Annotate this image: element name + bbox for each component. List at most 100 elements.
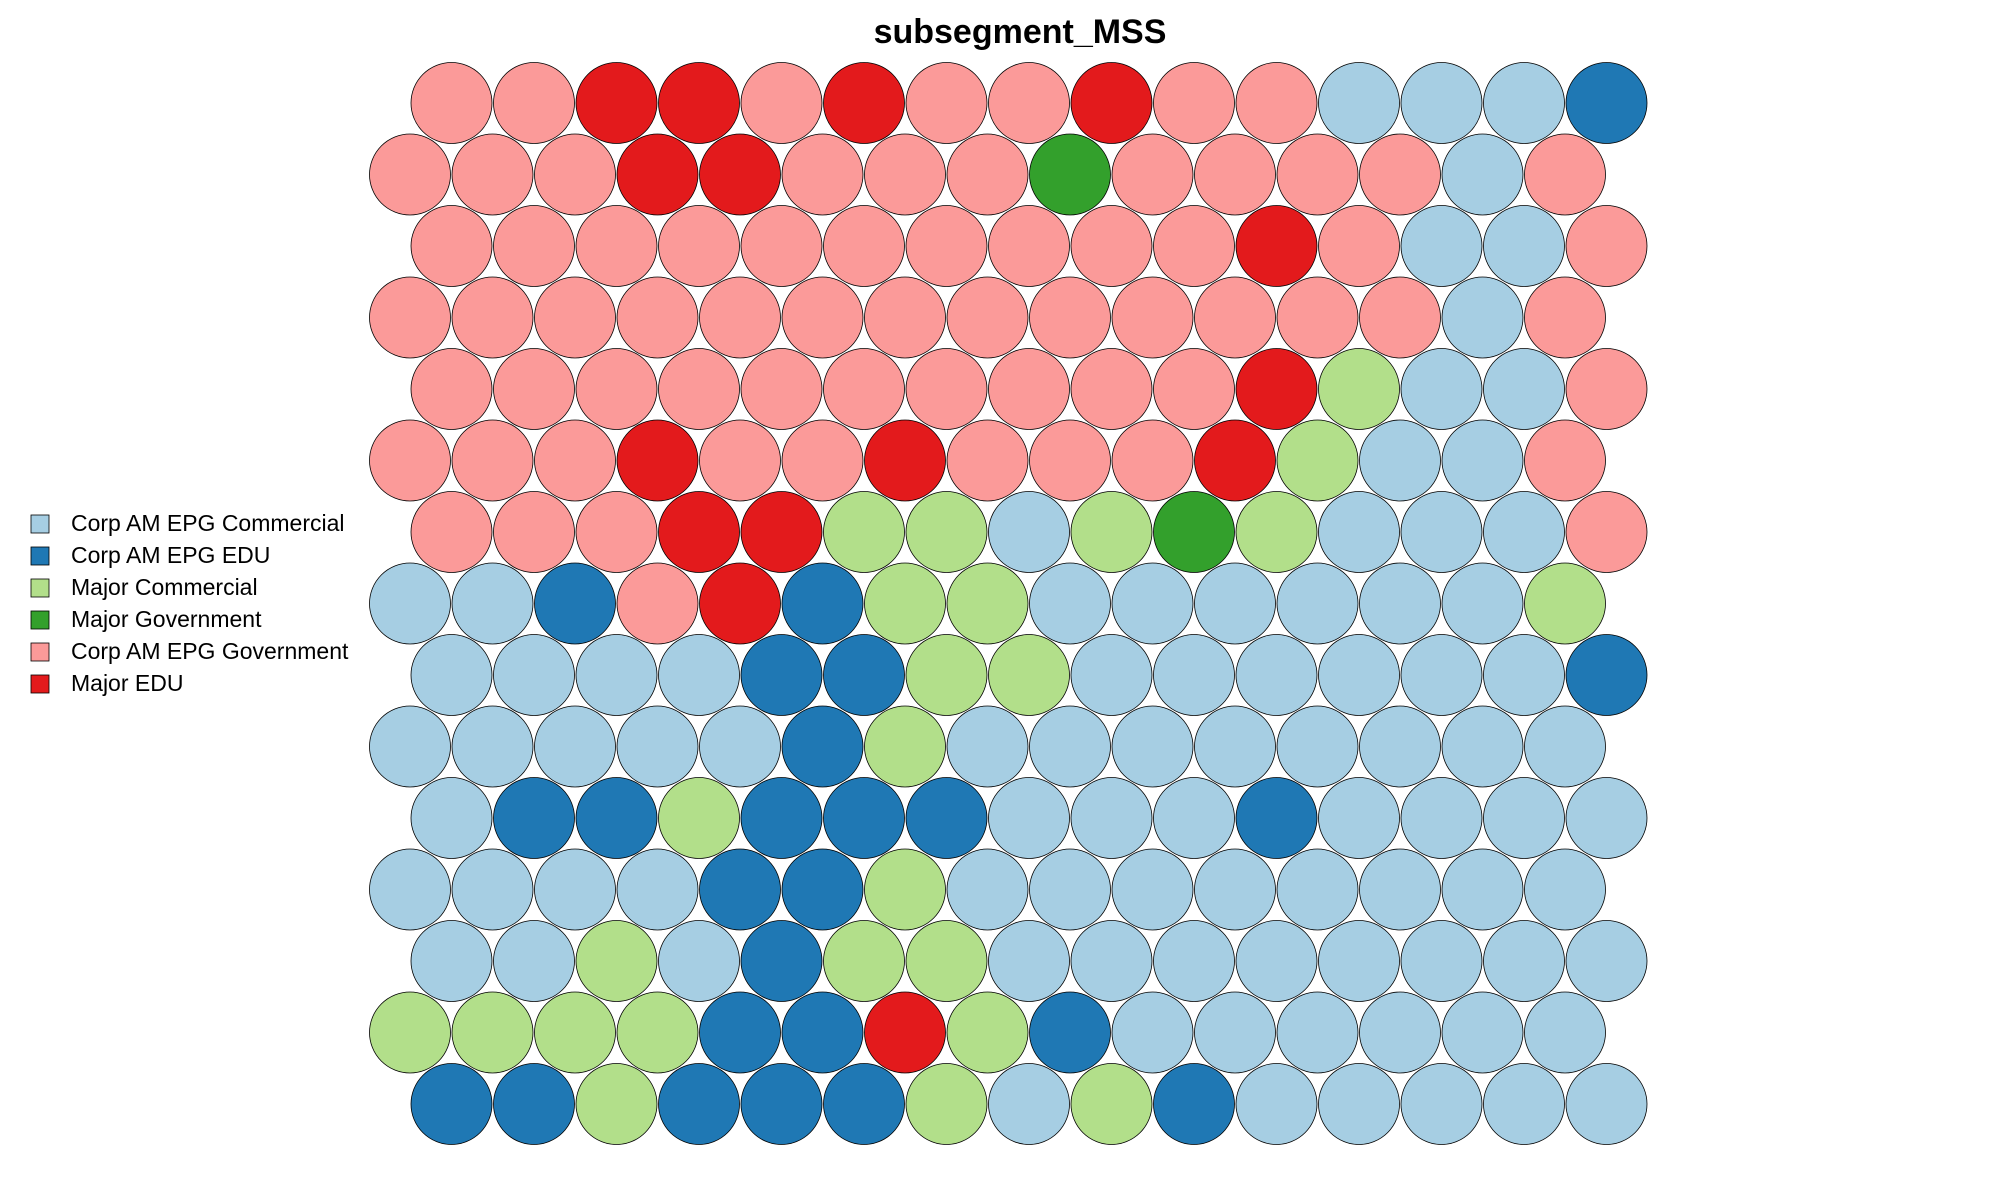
som-cell (988, 205, 1070, 287)
chart-title: subsegment_MSS (874, 13, 1167, 51)
som-cell (740, 491, 823, 573)
som-cell (575, 920, 658, 1002)
legend-swatch (30, 610, 50, 630)
som-cell (740, 348, 823, 430)
som-cell (658, 920, 740, 1002)
som-cell (1565, 348, 1648, 430)
som-cell (988, 634, 1070, 716)
som-cell (781, 848, 864, 931)
som-cell (616, 705, 699, 788)
som-cell (658, 634, 740, 716)
som-cell (493, 1063, 575, 1145)
som-cell (1400, 634, 1483, 716)
legend-swatch (30, 674, 50, 694)
som-cell (658, 491, 740, 573)
som-cell (369, 705, 451, 788)
som-cell (1441, 133, 1524, 216)
som-cell (1276, 276, 1359, 359)
som-cell (1235, 62, 1318, 144)
som-cell (1029, 276, 1111, 359)
som-cell (1276, 562, 1359, 645)
som-cell (534, 562, 616, 645)
som-cell (905, 777, 988, 859)
som-cell (451, 705, 534, 788)
som-cell (575, 1063, 658, 1145)
som-cell (1029, 133, 1111, 216)
som-cell (410, 634, 493, 716)
som-cell (823, 1063, 905, 1145)
legend-item: Corp AM EPG EDU (30, 542, 270, 568)
som-cell (616, 276, 699, 359)
som-cell (740, 920, 823, 1002)
som-cell (369, 133, 451, 216)
som-cell (946, 133, 1029, 216)
legend-label: Corp AM EPG Government (71, 638, 349, 664)
som-cell (740, 205, 823, 287)
som-cell (988, 491, 1070, 573)
som-cell (575, 62, 658, 144)
som-cell (1441, 991, 1524, 1074)
som-cell (1359, 133, 1441, 216)
som-cell (1153, 348, 1235, 430)
som-cell (1359, 848, 1441, 931)
som-cell (699, 705, 781, 788)
som-cell (1235, 920, 1318, 1002)
som-cell (699, 276, 781, 359)
som-cell (699, 848, 781, 931)
legend-swatch (30, 642, 50, 662)
som-cell (1029, 848, 1111, 931)
som-cell (1029, 705, 1111, 788)
som-cell (1070, 920, 1153, 1002)
som-cell (905, 205, 988, 287)
som-cell (616, 133, 699, 216)
som-cell (905, 348, 988, 430)
som-cell (1194, 991, 1276, 1074)
som-cell (740, 777, 823, 859)
som-cell (1111, 991, 1194, 1074)
som-cell (410, 348, 493, 430)
som-cell (864, 705, 946, 788)
som-cell (1276, 991, 1359, 1074)
som-cell (781, 991, 864, 1074)
som-cell (451, 848, 534, 931)
som-cell (1400, 1063, 1483, 1145)
som-cell (451, 419, 534, 502)
som-cell (781, 419, 864, 502)
som-cell (1400, 920, 1483, 1002)
som-cell (1524, 848, 1606, 931)
som-cell (1524, 276, 1606, 359)
som-cell (1276, 419, 1359, 502)
som-cell (493, 205, 575, 287)
som-cell (658, 1063, 740, 1145)
som-cell (823, 205, 905, 287)
som-cell (534, 133, 616, 216)
som-cell (1524, 705, 1606, 788)
som-cell (1400, 348, 1483, 430)
som-cell (493, 348, 575, 430)
som-cell (1524, 419, 1606, 502)
som-cell (1194, 133, 1276, 216)
som-cell (1235, 491, 1318, 573)
som-cell (616, 419, 699, 502)
som-cell (1194, 276, 1276, 359)
som-cell (1029, 419, 1111, 502)
som-cell (658, 62, 740, 144)
som-cell (1483, 205, 1565, 287)
som-cell (1029, 991, 1111, 1074)
som-cell (988, 1063, 1070, 1145)
som-cell (369, 276, 451, 359)
som-cell (493, 920, 575, 1002)
som-cell (1070, 205, 1153, 287)
som-cell (1235, 634, 1318, 716)
som-cell (1194, 562, 1276, 645)
som-cell (575, 205, 658, 287)
legend-swatch (30, 546, 50, 566)
som-cell (781, 562, 864, 645)
som-cell (823, 62, 905, 144)
som-cell (1359, 991, 1441, 1074)
som-cell (1153, 491, 1235, 573)
som-cell (1235, 1063, 1318, 1145)
som-cell (864, 419, 946, 502)
som-cell (534, 848, 616, 931)
som-cell (823, 634, 905, 716)
